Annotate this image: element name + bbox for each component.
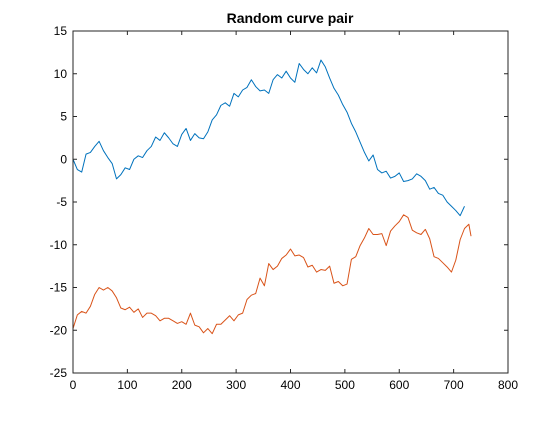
y-tick-label: -5	[56, 195, 67, 209]
y-tick-label: -20	[50, 323, 68, 337]
y-tick-label: 5	[60, 110, 67, 124]
x-tick-label: 500	[335, 378, 355, 392]
x-tick-label: 400	[280, 378, 300, 392]
x-tick-label: 300	[226, 378, 246, 392]
axes-layer: 0 100 200 300 400 500 600 700 800 -25 -20 -15 -10 -5 0…	[50, 24, 519, 392]
chart-title: Random curve pair	[227, 10, 354, 26]
y-tick-label: 15	[54, 24, 68, 38]
series-line-1	[72, 59, 465, 217]
y-tick-label: -25	[50, 366, 68, 380]
series-line-2	[72, 214, 472, 335]
x-tick-label: 100	[117, 378, 137, 392]
y-tick-label: 0	[60, 152, 67, 166]
x-tick-label: 200	[172, 378, 192, 392]
y-tick-label: 10	[54, 67, 68, 81]
x-tick-label: 600	[389, 378, 409, 392]
series-layer	[72, 59, 472, 335]
plot-area-frame	[72, 30, 509, 374]
y-tick-label: -15	[50, 281, 68, 295]
y-tick-label: -10	[50, 238, 68, 252]
x-tick-label: 0	[70, 378, 77, 392]
x-tick-label: 800	[498, 378, 518, 392]
x-tick-label: 700	[444, 378, 464, 392]
